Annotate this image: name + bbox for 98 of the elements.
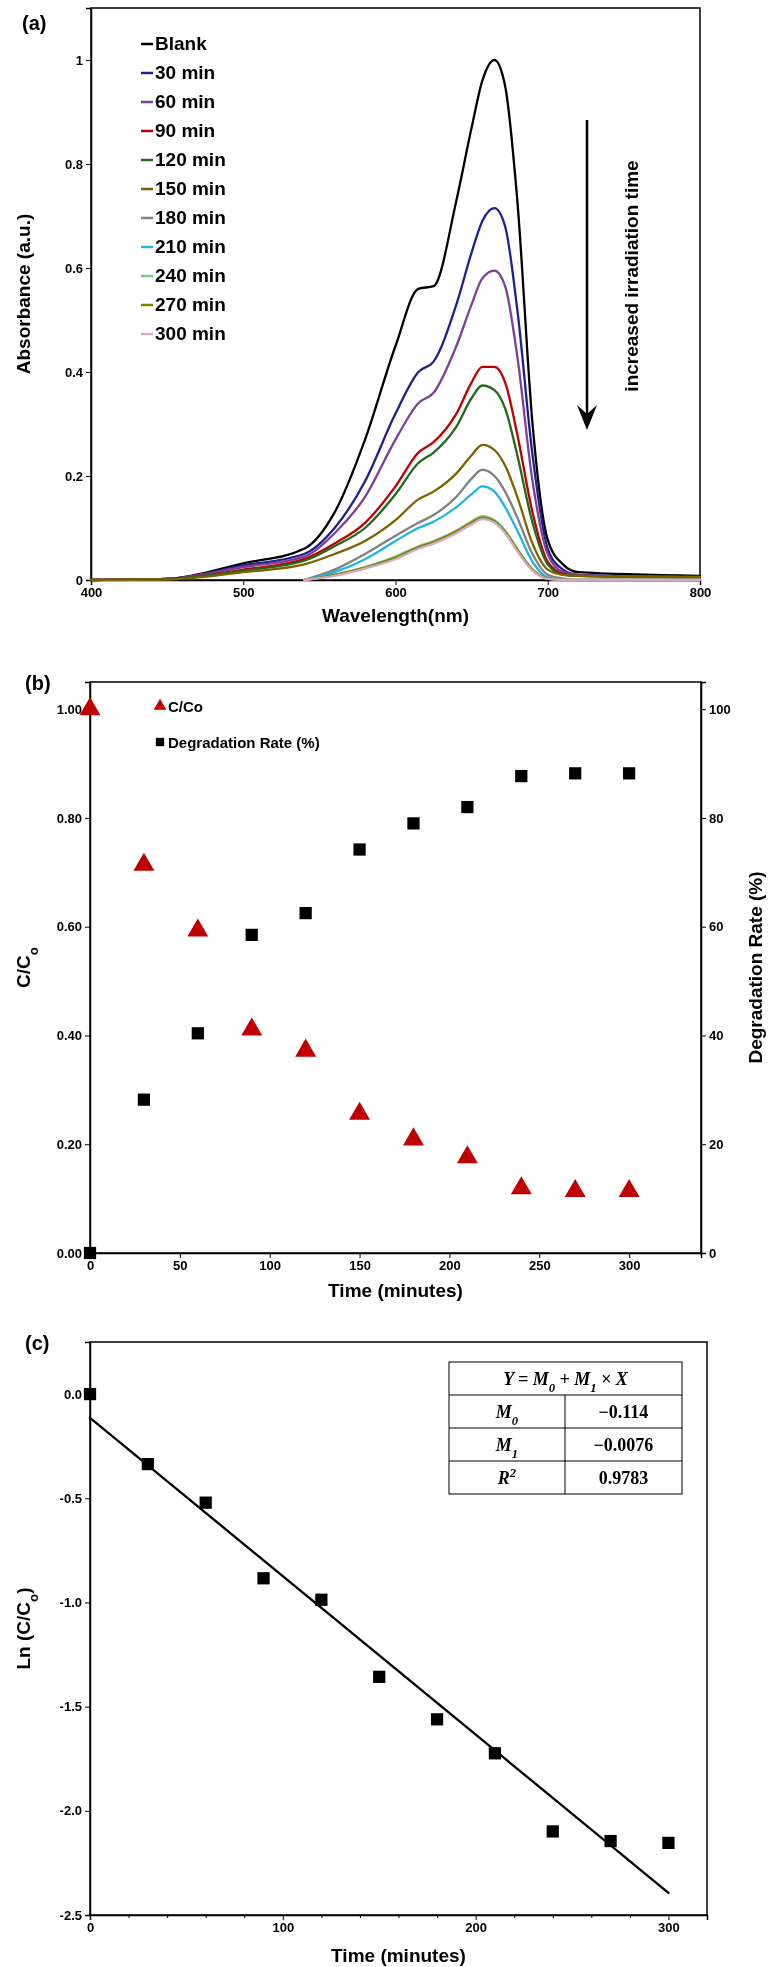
point [83,1246,97,1260]
x-tick-label: 150 [349,1258,371,1274]
point [622,767,636,780]
point [373,1670,386,1683]
point [430,1713,444,1726]
legend-label: Degradation Rate (%) [168,734,320,751]
y-tick-label: -2.0 [59,1803,82,1819]
legend-label: 90 min [155,120,216,141]
annotation: M$_{1}$ [494,1435,519,1461]
y2-tick-label: 0 [709,1245,717,1261]
legend-label: 210 min [155,236,226,257]
annotation: −0.0076 [593,1435,654,1455]
y-tick-label: 0.8 [64,156,83,172]
y2-tick-label: 40 [709,1028,724,1044]
x-tick-label: 600 [385,585,407,601]
x-tick-label: 800 [689,585,712,601]
point [564,1178,586,1198]
y-axis-title: Absorbance (a.u.) [13,213,34,375]
point [456,1145,478,1164]
point [199,1496,212,1509]
y-tick-label: 0 [75,572,83,588]
point [510,1176,532,1195]
y-tick-label: 0.80 [56,810,82,826]
point [187,918,209,937]
y-tick-label: -2.5 [59,1907,82,1923]
x-tick-label: 250 [528,1258,551,1274]
line-series [89,443,702,582]
legend-label: 60 min [155,91,216,112]
legend-label: 180 min [155,207,226,228]
point [569,767,582,780]
x-tick-label: 200 [439,1258,461,1274]
point [245,928,258,941]
point [191,1027,204,1040]
y2-tick-label: 80 [709,810,724,826]
point [349,1101,371,1120]
point [299,907,312,920]
y2-tick-label: 20 [709,1136,724,1152]
x-tick-label: 100 [272,1920,295,1936]
annotation: 0.9783 [598,1468,649,1488]
y2-tick-label: 100 [709,701,731,717]
x-tick-label: 700 [537,585,560,601]
y-tick-label: 0.2 [64,468,83,484]
chart-title: (b) [25,672,51,694]
y-tick-label: 0.0 [63,1386,82,1402]
point [618,1178,640,1198]
y-tick-label: -0.5 [59,1490,82,1506]
annotation: M$_{0}$ [494,1402,519,1428]
legend-label: 150 min [155,178,226,199]
y-tick-label: 0.00 [56,1245,82,1261]
x-tick-label: 300 [618,1258,641,1274]
y-tick-label: 1.00 [56,701,82,717]
x-tick-label: 200 [465,1920,487,1936]
point [407,817,420,830]
annotation: increased irradiation time [621,160,642,392]
x-tick-label: 300 [658,1920,680,1936]
y-tick-label: 0.60 [56,919,82,935]
x-axis-title: Wavelength(nm) [321,605,470,626]
y-tick-label: 0.40 [56,1028,82,1044]
y-tick-label: 0.4 [64,364,84,380]
point [353,843,366,856]
point [662,1836,675,1850]
x-tick-label: 0 [86,1258,95,1274]
legend-label: Blank [155,33,208,54]
point [137,1093,151,1106]
y-tick-label: 0.20 [56,1136,82,1152]
point [241,1017,263,1036]
x-tick-label: 0 [86,1920,95,1936]
legend-label: C/Co [168,698,203,715]
legend-label: 270 min [155,294,226,315]
y-tick-label: 0.6 [64,260,83,276]
annotation: −0.114 [598,1402,649,1422]
legend-label: 240 min [155,265,226,286]
legend-label: 30 min [155,62,216,83]
x-tick-label: 400 [80,585,103,601]
point [403,1127,424,1146]
chart-title: (a) [22,12,47,34]
y-tick-label: -1.5 [59,1699,82,1715]
x-tick-label: 50 [173,1258,188,1274]
y-tick-label: -1.0 [59,1595,82,1611]
point [133,852,155,871]
legend-label: 120 min [155,149,226,170]
point [546,1825,559,1838]
legend-label: 300 min [155,323,226,344]
chart-title: (c) [25,1332,50,1354]
x-tick-label: 100 [259,1258,282,1274]
x-axis-title: Time (minutes) [331,1945,466,1966]
point [461,800,474,814]
point [515,769,528,783]
y-tick-label: 1 [75,52,83,68]
point [257,1572,270,1585]
x-tick-label: 500 [232,585,255,601]
point [83,1387,97,1401]
y2-tick-label: 60 [709,919,724,935]
x-axis-title: Time (minutes) [328,1280,463,1301]
point [295,1038,317,1057]
y2-axis-title: Degradation Rate (%) [745,871,766,1064]
annotation: Y = M$_{0}$ + M$_{1}$ × X [503,1369,629,1395]
annotation: R$^{2}$ [496,1466,517,1488]
